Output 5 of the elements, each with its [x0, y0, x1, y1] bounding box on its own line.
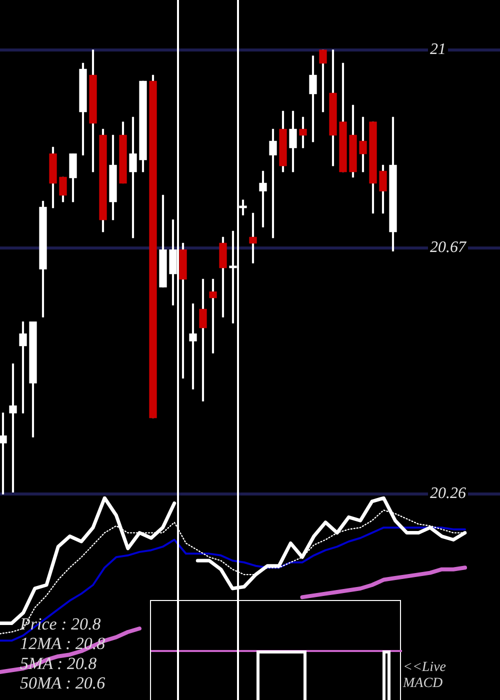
annotation: <<Live MACD — [403, 660, 447, 692]
y-tick-label: 20.67 — [430, 239, 467, 256]
y-tick-label: 21 — [430, 41, 446, 58]
text: 50MA : 20.6 — [20, 674, 106, 693]
y-tick-label: 20.26 — [430, 485, 466, 502]
